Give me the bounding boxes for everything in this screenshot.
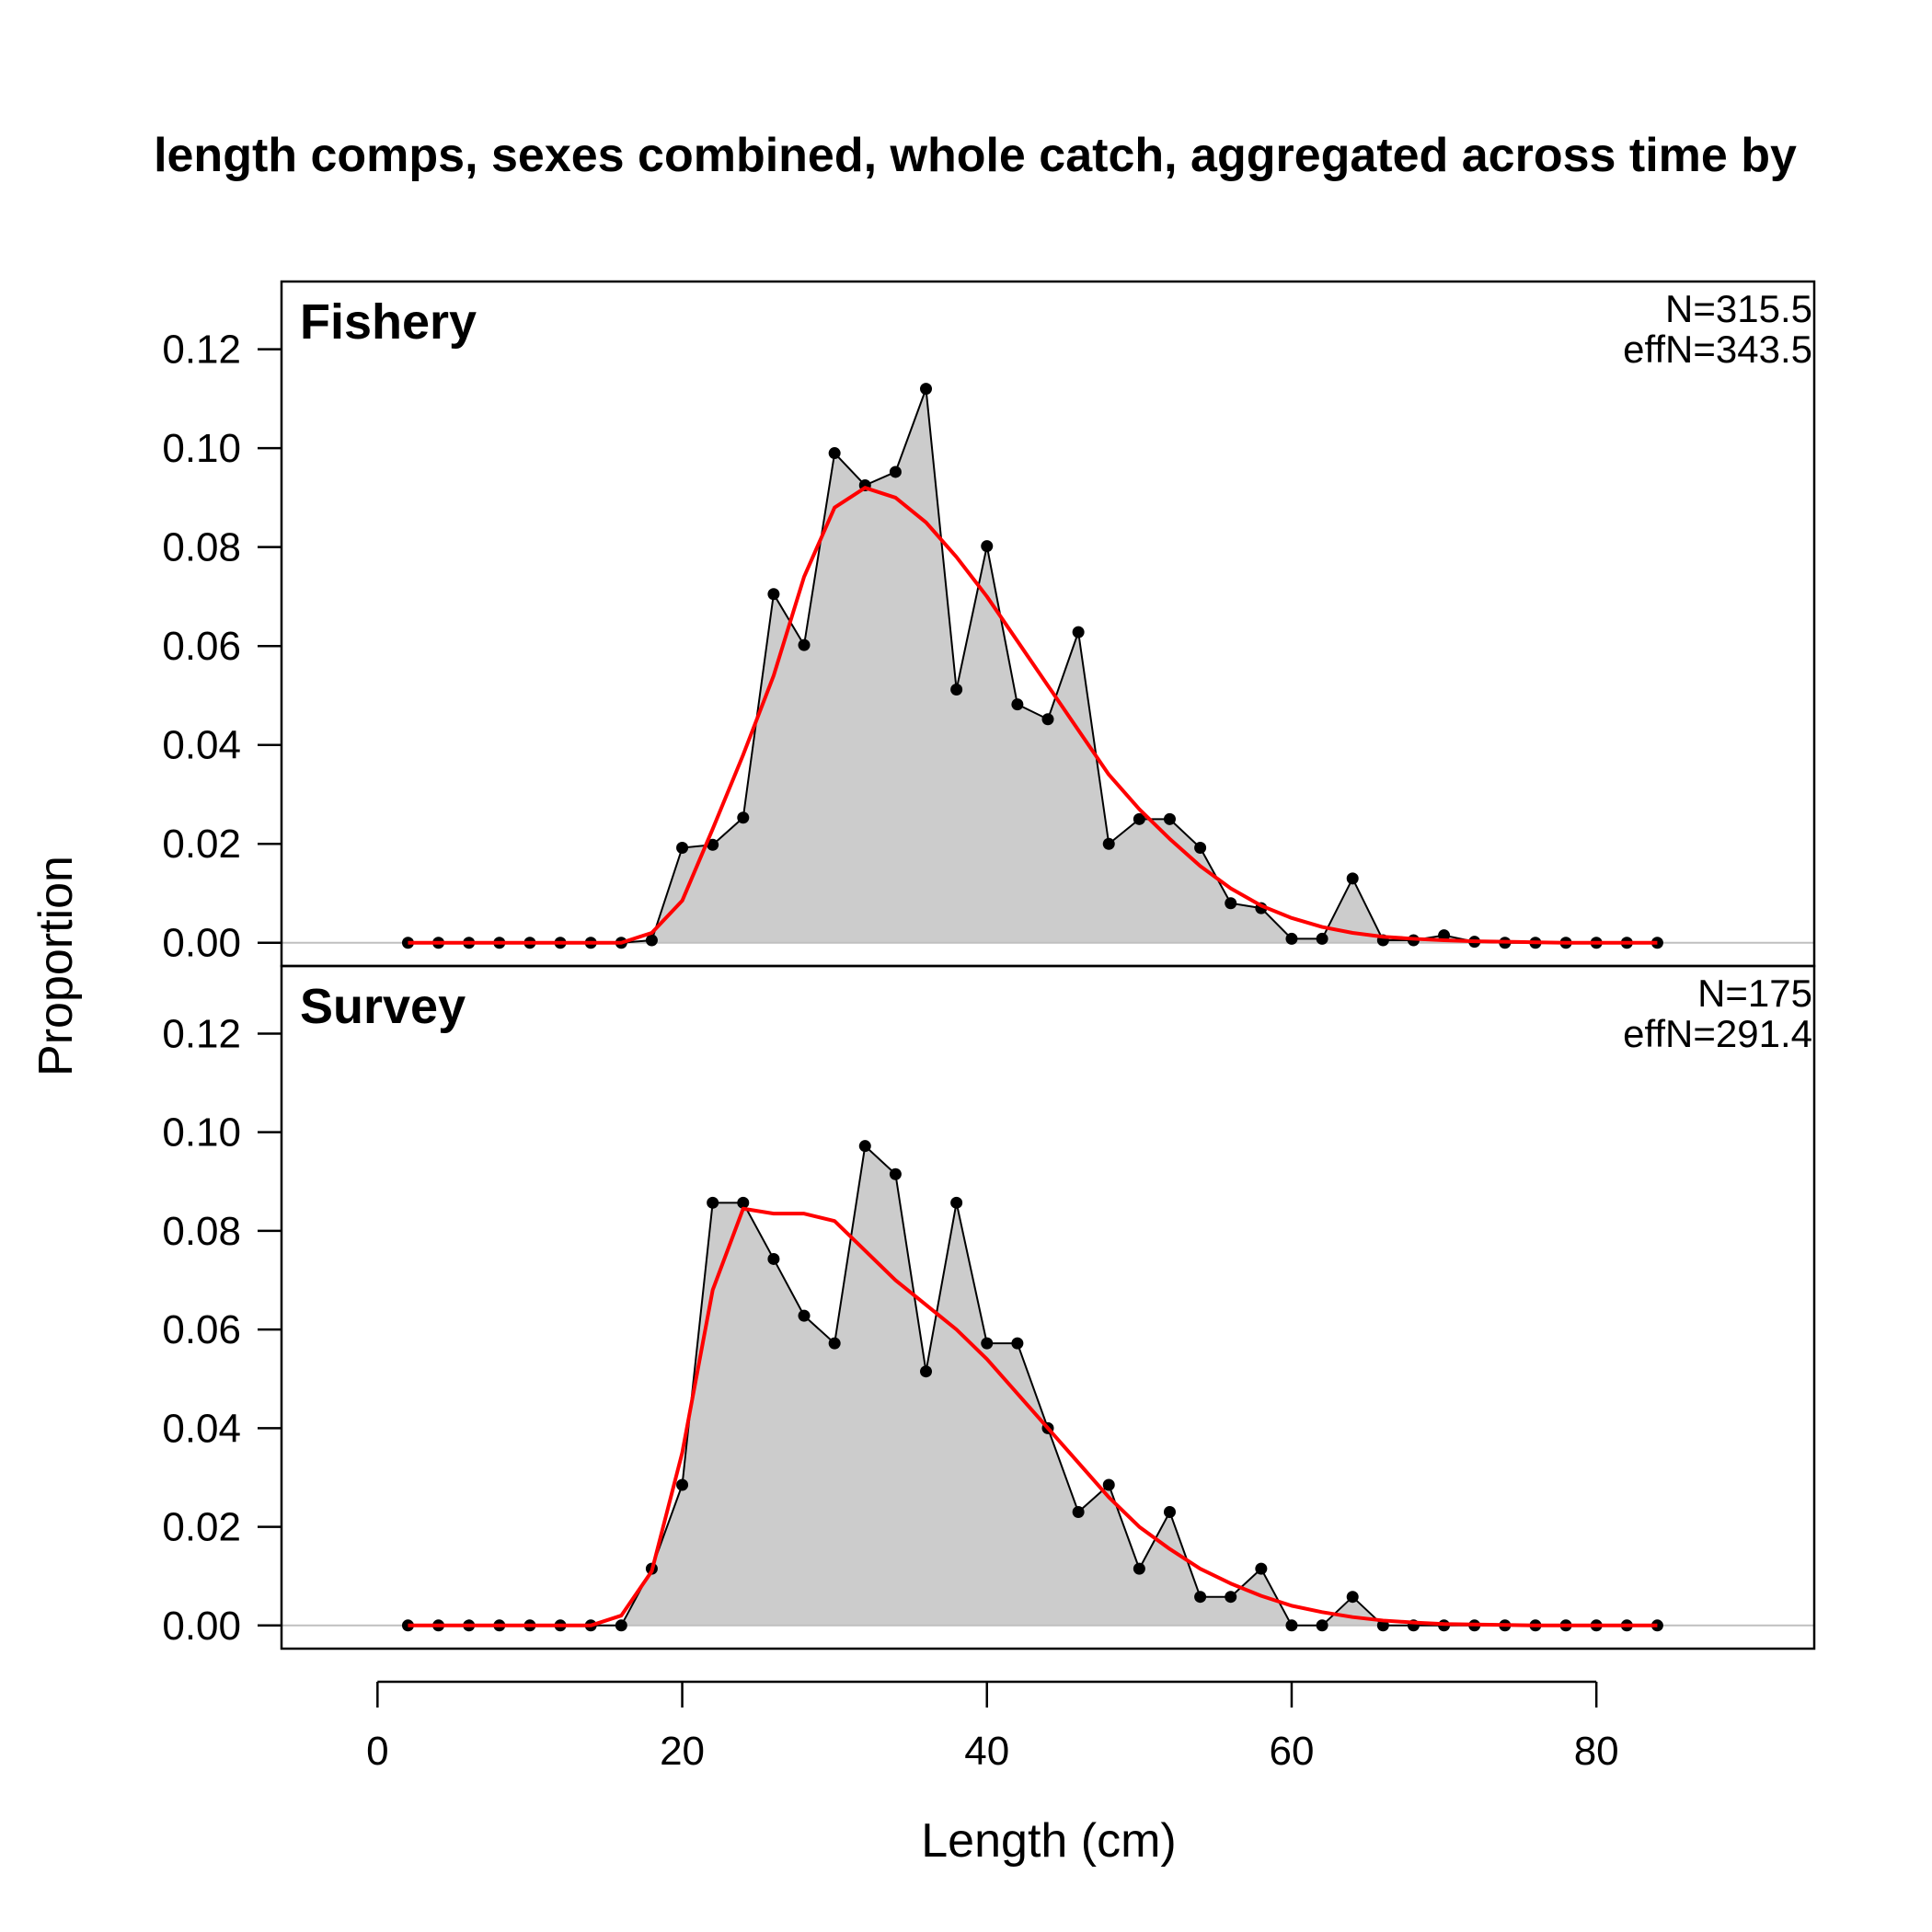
x-tick-label: 40 [964,1729,1009,1774]
fishery-observed-point [676,842,689,855]
fishery-observed-point [889,466,902,478]
fishery-observed-point [798,638,811,651]
survey-observed-point [1011,1337,1024,1350]
survey-y-tick-label: 0.08 [162,1209,241,1254]
fishery-observed-point [707,838,719,851]
fishery-y-tick-label: 0.04 [162,723,241,768]
fishery-observed-point [1225,897,1237,910]
fishery-n-label: N=315.5 [1665,287,1812,330]
chart-title: length comps, sexes combined, whole catc… [154,129,1797,182]
fishery-observed-point [1194,842,1207,855]
survey-y-tick-label: 0.06 [162,1307,241,1352]
survey-observed-point [1163,1505,1176,1518]
fishery-observed-point [828,447,841,460]
survey-observed-point [858,1140,871,1153]
fishery-y-tick-label: 0.00 [162,921,241,966]
survey-panel-frame [280,964,1816,1650]
survey-observed-point [1225,1591,1237,1604]
survey-observed-point [950,1196,963,1209]
survey-observed-point [737,1196,750,1209]
fishery-observed-point [767,588,780,601]
fishery-observed-point [950,683,963,696]
survey-observed-point [1072,1505,1085,1518]
fishery-observed-area [408,388,1658,943]
fishery-observed-point [1011,698,1024,711]
survey-effn-label: effN=291.4 [1623,1012,1812,1055]
fishery-observed-point [1133,812,1145,825]
survey-observed-point [1255,1562,1268,1575]
x-tick-label: 0 [366,1729,388,1774]
survey-observed-point [1285,1619,1298,1632]
fishery-panel: 0.00 0.02 0.04 0.06 0.08 0.10 0.12 Fishery N=315… [162,280,1816,968]
fishery-y-tick-label: 0.08 [162,525,241,570]
survey-y-tick-label: 0.04 [162,1406,241,1451]
fishery-observed-point [1163,812,1176,825]
fishery-y-tick-label: 0.10 [162,426,241,471]
survey-observed-point [1133,1562,1145,1575]
x-axis-title: Length (cm) [921,1814,1176,1868]
x-tick-label: 80 [1574,1729,1619,1774]
survey-observed-point [1194,1591,1207,1604]
survey-observed-point [828,1337,841,1350]
fishery-effn-label: effN=343.5 [1623,328,1812,371]
survey-y-tick-label: 0.10 [162,1110,241,1156]
fishery-observed-point [1102,837,1115,850]
fishery-observed-point [1072,626,1085,638]
fishery-observed-point [1316,932,1328,945]
survey-observed-point [1102,1478,1115,1491]
x-tick-label: 20 [660,1729,705,1774]
fishery-y-tick-label: 0.06 [162,624,241,669]
fishery-observed-point [737,811,750,824]
survey-observed-point [920,1365,933,1378]
fishery-observed-point [645,934,658,947]
y-axis-title: Proportion [29,856,83,1076]
survey-observed-point [1346,1591,1359,1604]
survey-observed-point [1316,1619,1328,1632]
fishery-observed-point [1285,932,1298,945]
fishery-observed-point [1041,713,1054,726]
survey-observed-point [676,1478,689,1491]
survey-panel: 0.00 0.02 0.04 0.06 0.08 0.10 0.12 Survey N=175e… [162,964,1816,1650]
survey-observed-point [707,1196,719,1209]
survey-observed-point [889,1167,902,1180]
survey-observed-point [767,1252,780,1265]
survey-y-tick-label: 0.02 [162,1505,241,1550]
survey-y-tick-label: 0.12 [162,1011,241,1056]
fishery-y-tick-label: 0.12 [162,328,241,373]
fishery-observed-point [920,383,933,396]
panels: 0.00 0.02 0.04 0.06 0.08 0.10 0.12 Fishery N=315… [162,280,1816,1650]
x-tick-label: 60 [1269,1729,1314,1774]
fishery-observed-point [1346,872,1359,885]
survey-expected-line [408,1206,1658,1627]
survey-observed-point [981,1337,994,1350]
survey-panel-name: Survey [300,979,466,1034]
survey-observed-point [798,1309,811,1322]
survey-y-tick-label: 0.00 [162,1604,241,1649]
x-axis: 0 20 40 60 80 [366,1680,1619,1774]
survey-observed-point [615,1619,627,1632]
survey-n-label: N=175 [1697,972,1812,1015]
fishery-y-tick-label: 0.02 [162,822,241,867]
fishery-panel-name: Fishery [300,294,477,350]
fishery-expected-line [408,486,1658,945]
fishery-observed-point [981,540,994,553]
